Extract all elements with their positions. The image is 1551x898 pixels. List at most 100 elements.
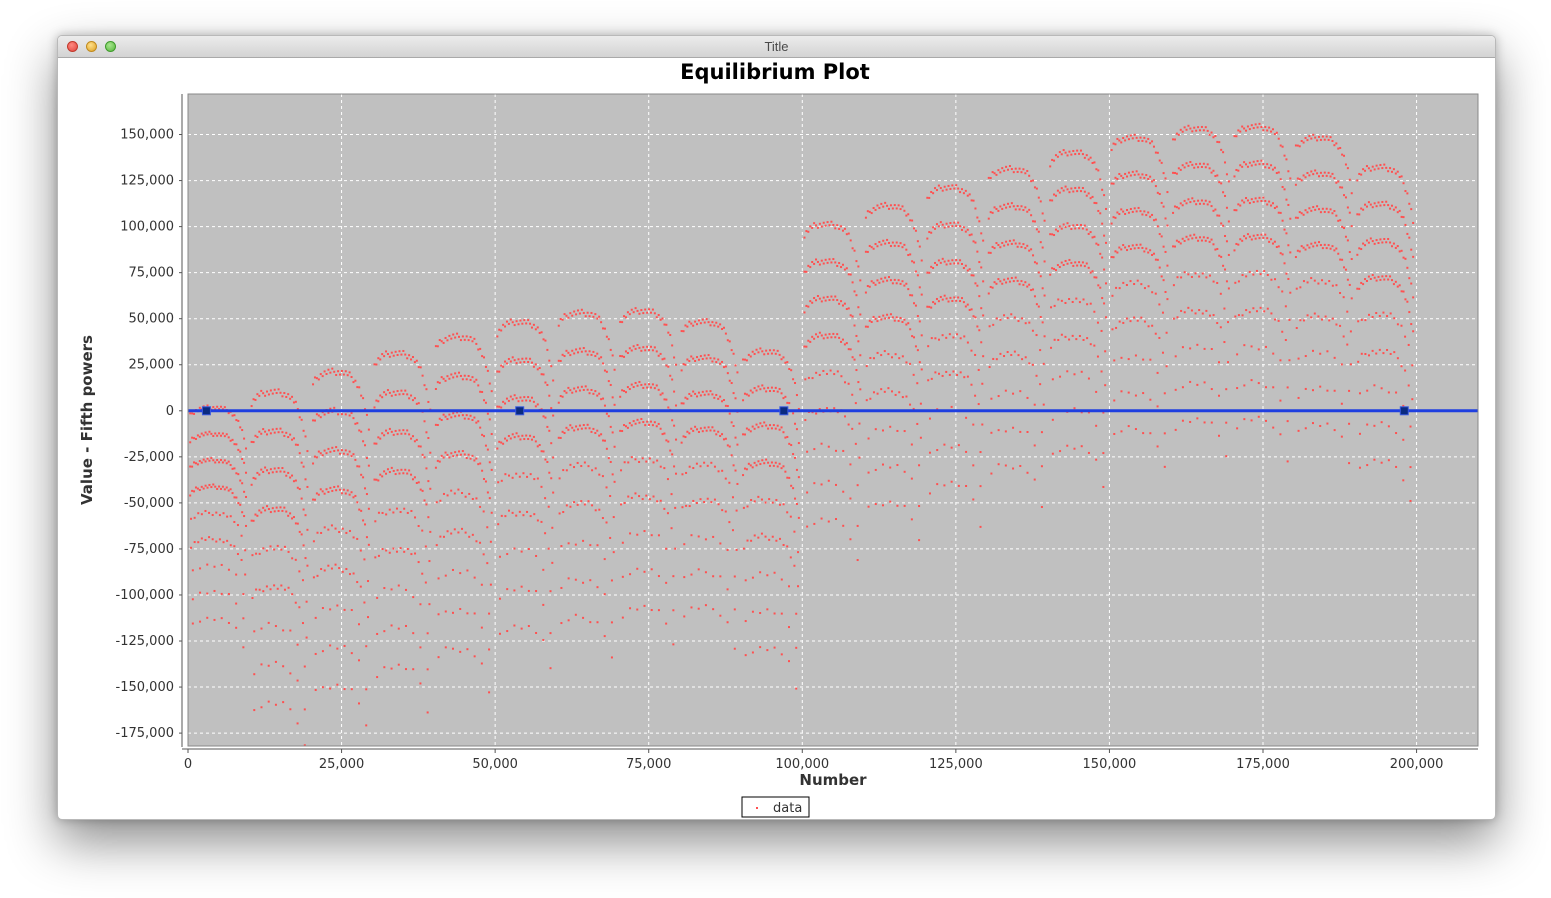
- data-point: [1032, 220, 1035, 223]
- data-point: [1321, 135, 1324, 138]
- data-point: [190, 517, 193, 520]
- data-point: [770, 352, 773, 355]
- data-point: [1089, 156, 1092, 159]
- data-point: [253, 630, 256, 633]
- data-point: [903, 318, 906, 321]
- data-point: [1410, 248, 1413, 251]
- data-point: [1004, 430, 1007, 433]
- data-point: [302, 465, 305, 468]
- data-point: [950, 480, 953, 483]
- data-point: [586, 423, 589, 426]
- data-point: [552, 456, 555, 459]
- data-point: [1134, 428, 1137, 431]
- data-point: [1216, 247, 1219, 250]
- data-point: [638, 460, 641, 463]
- data-point: [951, 299, 954, 302]
- data-point: [1268, 240, 1271, 243]
- data-point: [755, 348, 758, 351]
- data-point: [1289, 251, 1292, 254]
- data-point: [743, 467, 746, 470]
- data-point: [1035, 187, 1038, 190]
- data-point: [1333, 210, 1336, 213]
- data-point: [321, 490, 324, 493]
- data-point: [1256, 160, 1259, 163]
- data-point: [1312, 173, 1315, 176]
- data-point: [711, 321, 714, 324]
- close-button[interactable]: [67, 41, 78, 52]
- data-point: [665, 323, 668, 326]
- data-point: [628, 313, 631, 316]
- data-point: [1095, 424, 1098, 427]
- equilibrium-marker: [779, 406, 789, 416]
- chart: Equilibrium Plot 150,000125,000100,00075…: [78, 60, 1479, 818]
- data-point: [749, 464, 752, 467]
- data-point: [746, 505, 749, 508]
- data-point: [1239, 204, 1242, 207]
- data-point: [1037, 196, 1040, 199]
- data-point: [1040, 465, 1043, 468]
- data-point: [938, 372, 941, 375]
- data-point: [855, 260, 858, 263]
- data-point: [214, 461, 217, 464]
- data-point: [458, 371, 461, 374]
- minimize-button[interactable]: [86, 41, 97, 52]
- data-point: [197, 541, 200, 544]
- data-point: [319, 373, 322, 376]
- data-point: [213, 618, 216, 621]
- data-point: [1105, 241, 1108, 244]
- data-point: [291, 438, 294, 441]
- data-point: [1133, 247, 1136, 250]
- data-point: [267, 393, 270, 396]
- data-point: [1250, 198, 1253, 201]
- data-point: [1271, 242, 1274, 245]
- data-point: [425, 467, 428, 470]
- data-point: [657, 575, 660, 578]
- data-point: [853, 249, 856, 252]
- data-point: [1406, 300, 1409, 303]
- data-point: [243, 515, 246, 518]
- data-point: [731, 529, 734, 532]
- data-point: [583, 461, 586, 464]
- data-point: [688, 505, 691, 508]
- data-point: [628, 347, 631, 350]
- data-point: [325, 452, 328, 455]
- data-point: [306, 564, 309, 567]
- data-point: [1404, 190, 1407, 193]
- data-point: [477, 463, 480, 466]
- data-point: [591, 504, 594, 507]
- data-point: [269, 389, 272, 392]
- data-point: [659, 465, 662, 468]
- data-point: [264, 394, 267, 397]
- data-point: [916, 349, 919, 352]
- data-point: [218, 538, 221, 541]
- data-point: [1331, 172, 1334, 175]
- data-point: [1126, 135, 1129, 138]
- zoom-button[interactable]: [105, 41, 116, 52]
- data-point: [776, 349, 779, 352]
- data-point: [1245, 163, 1248, 166]
- data-point: [697, 568, 700, 571]
- data-point: [896, 429, 899, 432]
- data-point: [1010, 276, 1013, 279]
- data-point: [1279, 433, 1282, 436]
- data-point: [1227, 321, 1230, 324]
- title-bar[interactable]: Title: [58, 36, 1495, 58]
- data-point: [258, 509, 261, 512]
- data-point: [1237, 243, 1240, 246]
- data-point: [993, 172, 996, 175]
- data-point: [947, 259, 950, 262]
- data-point: [786, 511, 789, 514]
- data-point: [1081, 261, 1084, 264]
- data-point: [1175, 239, 1178, 242]
- data-point: [888, 241, 891, 244]
- data-point: [437, 577, 440, 580]
- data-point: [365, 688, 368, 691]
- data-point: [1408, 277, 1411, 280]
- data-point: [1225, 173, 1228, 176]
- data-point: [534, 363, 537, 366]
- data-point: [613, 368, 616, 371]
- data-point: [404, 668, 407, 671]
- data-point: [323, 492, 326, 495]
- data-point: [838, 262, 841, 265]
- data-point: [1337, 219, 1340, 222]
